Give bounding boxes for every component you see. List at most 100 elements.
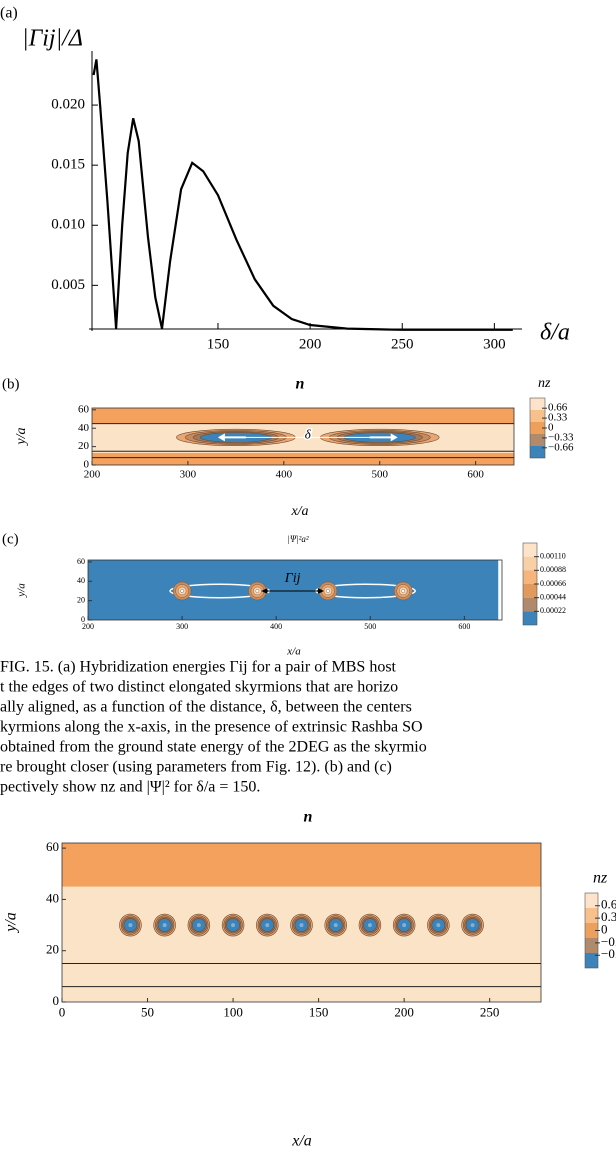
y-tick-label: 40 bbox=[46, 890, 59, 905]
x-tick-label: 200 bbox=[299, 336, 322, 352]
y-tick-label: 60 bbox=[46, 839, 59, 854]
y-tick-label: 40 bbox=[77, 576, 85, 585]
skyrmion-core bbox=[162, 923, 167, 928]
colorbar-tick-label: 0.00088 bbox=[540, 565, 566, 574]
y-tick-label: 0 bbox=[84, 459, 90, 471]
colorbar-tick-label: −0. bbox=[601, 934, 616, 949]
x-axis-label: x/a bbox=[291, 1133, 312, 1150]
colorbar-tick-label: 0.00110 bbox=[540, 551, 566, 560]
colorbar-swatch bbox=[523, 584, 537, 598]
annotation: δ bbox=[305, 426, 312, 441]
colorbar-swatch bbox=[585, 938, 598, 953]
colorbar-swatch bbox=[523, 570, 537, 584]
y-tick-label: 60 bbox=[77, 557, 85, 566]
x-tick-label: 50 bbox=[141, 1005, 154, 1020]
colorbar-swatch bbox=[585, 908, 598, 923]
x-tick-label: 150 bbox=[309, 1005, 329, 1020]
colorbar-swatch bbox=[523, 556, 537, 571]
caption-line: re brought closer (using parameters from… bbox=[0, 759, 392, 776]
arrow-head bbox=[217, 433, 225, 442]
x-tick-label: 500 bbox=[371, 468, 388, 480]
skyrmion-core bbox=[299, 923, 304, 928]
y-tick-label: 0.015 bbox=[51, 157, 85, 173]
x-tick-label: 100 bbox=[223, 1005, 243, 1020]
y-tick-label: 0.020 bbox=[51, 97, 85, 113]
colorbar-title: nz bbox=[593, 870, 608, 887]
colorbar-swatch bbox=[585, 893, 598, 908]
x-tick-label: 500 bbox=[364, 622, 376, 631]
colorbar-tick-label: 0.33 bbox=[548, 412, 568, 424]
x-tick-label: 300 bbox=[483, 336, 506, 352]
caption-line: kyrmions along the x-axis, in the presen… bbox=[0, 719, 423, 736]
x-tick-label: 250 bbox=[391, 336, 414, 352]
colorbar-tick-label: −0.33 bbox=[548, 431, 574, 443]
edge-strip bbox=[498, 560, 502, 620]
colorbar-tick-label: 0.00044 bbox=[540, 592, 566, 601]
x-tick-label: 300 bbox=[176, 622, 188, 631]
skyrmion-core bbox=[333, 923, 338, 928]
spot-ring bbox=[326, 589, 330, 593]
skyrmion-core bbox=[367, 923, 372, 928]
spot-ring bbox=[255, 589, 260, 593]
plot-area bbox=[92, 408, 514, 465]
skyrmion-core bbox=[470, 923, 475, 928]
colorbar-swatch bbox=[585, 953, 598, 968]
caption-line: pectively show nz and |Ψ|² for δ/a = 150… bbox=[0, 779, 260, 796]
x-axis-label: δ/a bbox=[540, 320, 570, 346]
colorbar-tick-label: 0.66 bbox=[548, 402, 568, 414]
colorbar-title: nz bbox=[538, 376, 551, 391]
skyrmion-core bbox=[436, 923, 441, 928]
plot-title: n bbox=[304, 809, 313, 826]
y-tick-label: 40 bbox=[78, 422, 90, 434]
y-tick-label: 60 bbox=[78, 403, 90, 415]
colorbar-tick-label: 0.00066 bbox=[540, 579, 566, 588]
skyrmion-core bbox=[231, 923, 236, 928]
plot-title: |Ψ|²a² bbox=[287, 534, 308, 544]
colorbar-tick-label: 0.33 bbox=[601, 909, 616, 924]
plot-background bbox=[88, 560, 502, 620]
colorbar-swatch bbox=[585, 923, 598, 938]
spot-ring bbox=[401, 589, 406, 593]
colorbar-tick-label: −0. bbox=[601, 946, 616, 961]
colorbar-swatch bbox=[523, 543, 537, 557]
skyrmion-core bbox=[402, 923, 407, 928]
x-tick-label: 150 bbox=[207, 336, 230, 352]
colorbar-swatch bbox=[523, 611, 537, 625]
colorbar-swatch bbox=[530, 398, 545, 410]
colorbar-swatch bbox=[530, 446, 545, 458]
caption-line: FIG. 15. (a) Hybridization energies Γij … bbox=[0, 659, 397, 676]
x-tick-label: 200 bbox=[84, 468, 101, 480]
y-tick-label: 0.005 bbox=[51, 277, 85, 293]
colorbar-swatch bbox=[530, 422, 545, 434]
panel-label: (b) bbox=[2, 376, 20, 392]
colorbar-swatch bbox=[530, 434, 545, 446]
y-tick-label: 0 bbox=[81, 615, 85, 624]
x-tick-label: 600 bbox=[458, 622, 470, 631]
x-tick-label: 0 bbox=[59, 1005, 66, 1020]
spot-ring bbox=[180, 589, 184, 593]
colorbar-swatch bbox=[523, 597, 537, 612]
colorbar-tick-label: 0 bbox=[548, 422, 554, 434]
skyrmion-core bbox=[265, 923, 270, 928]
plot-frame bbox=[61, 842, 542, 1003]
caption-line: obtained from the ground state energy of… bbox=[0, 739, 427, 756]
plot-area bbox=[88, 560, 502, 620]
plot-area bbox=[62, 843, 541, 1002]
band bbox=[92, 453, 514, 465]
x-tick-label: 200 bbox=[394, 1005, 414, 1020]
colorbar-tick-label: 0.66 bbox=[601, 897, 616, 912]
colorbar-tick-label: −0.66 bbox=[548, 441, 574, 453]
y-tick-label: 0.010 bbox=[51, 217, 85, 233]
colorbar-tick-label: 0.00022 bbox=[540, 606, 566, 615]
arrow-head bbox=[390, 433, 398, 442]
x-axis-label: x/a bbox=[286, 646, 301, 658]
x-tick-label: 300 bbox=[180, 468, 197, 480]
plot-frame bbox=[91, 407, 515, 466]
x-tick-label: 200 bbox=[82, 622, 94, 631]
caption-line: ally aligned, as a function of the dista… bbox=[0, 699, 412, 716]
x-axis-label: x/a bbox=[290, 504, 308, 519]
x-tick-label: 400 bbox=[270, 622, 282, 631]
panel-label: (a) bbox=[0, 5, 18, 22]
y-axis-label: y/a bbox=[14, 427, 29, 446]
band bbox=[62, 843, 541, 887]
